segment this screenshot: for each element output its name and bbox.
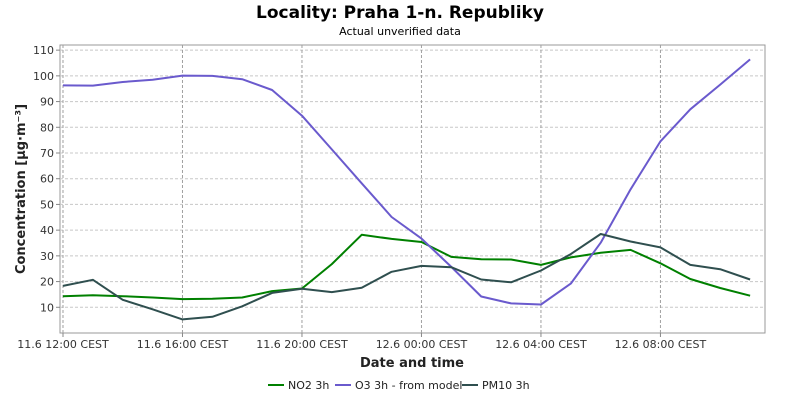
y-tick-label: 30 [40,250,54,263]
gridlines [60,45,765,333]
x-tick-label: 12.6 00:00 CEST [376,338,468,351]
legend-label-1: O3 3h - from model [355,379,462,392]
series-lines [62,58,751,321]
x-tick-label: 12.6 08:00 CEST [615,338,707,351]
y-tick-label: 90 [40,96,54,109]
legend: NO2 3h O3 3h - from model PM10 3h [268,379,530,392]
y-axis-label: Concentration [µg·m⁻³] [14,104,29,274]
x-tick-label: 11.6 12:00 CEST [17,338,109,351]
axis-ticks: 10 20 30 40 50 60 70 80 90 100 110 11.6 12:00 CEST 1… [17,44,706,351]
y-tick-label: 10 [40,301,54,314]
chart-title: Locality: Praha 1-n. Republiky [256,3,544,23]
y-tick-label: 100 [33,70,54,83]
legend-label-0: NO2 3h [288,379,329,392]
y-tick-label: 20 [40,276,54,289]
plot-area [59,44,766,334]
series-line-0 [62,233,751,301]
chart-subtitle: Actual unverified data [339,25,461,38]
series-line-1 [62,58,751,306]
series-line-2 [62,233,751,321]
x-tick-label: 12.6 04:00 CEST [495,338,587,351]
y-tick-label: 110 [33,44,54,57]
x-tick-label: 11.6 16:00 CEST [137,338,229,351]
y-tick-label: 60 [40,173,54,186]
x-tick-label: 11.6 20:00 CEST [256,338,348,351]
y-tick-label: 80 [40,121,54,134]
y-tick-label: 50 [40,198,54,211]
x-axis-label: Date and time [360,356,464,371]
y-tick-label: 70 [40,147,54,160]
legend-label-2: PM10 3h [482,379,530,392]
y-tick-label: 40 [40,224,54,237]
